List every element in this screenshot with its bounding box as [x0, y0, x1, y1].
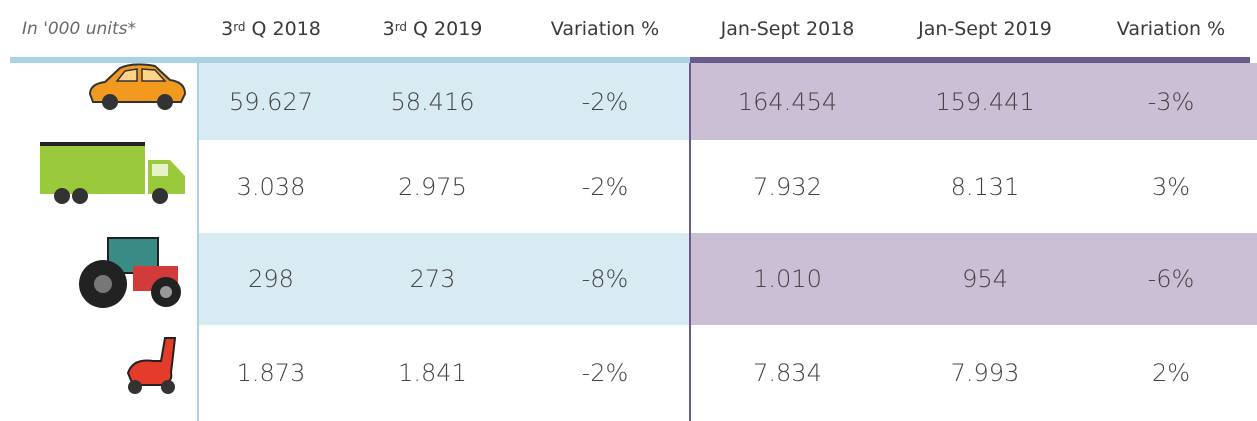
table-cell: 7.834: [753, 359, 822, 387]
table-cell: 3.038: [236, 172, 306, 201]
table-cell: -2%: [581, 87, 629, 116]
table-cell: 3%: [1151, 172, 1191, 201]
row-band-right: [690, 63, 1257, 140]
column-header: Jan-Sept 2019: [885, 0, 1085, 57]
header-text: Jan-Sept 2019: [918, 17, 1052, 40]
table-cell: 2%: [1151, 359, 1191, 387]
table-cell: 1.841: [398, 359, 467, 387]
table-cell: -2%: [581, 172, 629, 201]
table-cell: 1.873: [236, 359, 306, 387]
tractor-icon: [79, 237, 181, 308]
header-number: 3: [382, 17, 395, 40]
row-band-right: [690, 233, 1257, 325]
table-cell: 7.932: [753, 172, 822, 201]
table-cell: 8.131: [950, 172, 1020, 201]
divider-left: [197, 63, 199, 421]
header-number: 3: [221, 17, 234, 40]
table-cell: 273: [409, 265, 456, 293]
units-note: In '000 units*: [22, 18, 137, 39]
scooter-icon: [126, 337, 177, 394]
header-rule-right: [690, 57, 1250, 63]
table-cell: 7.993: [950, 359, 1020, 387]
column-header: Variation %: [1085, 0, 1257, 57]
table-cell: 164.454: [737, 87, 838, 116]
table-cell: -3%: [1147, 87, 1195, 116]
table-cell: 954: [962, 265, 1008, 293]
table-cell: 2.975: [398, 172, 467, 201]
table-cell: 59.627: [229, 87, 313, 116]
table-cell: -8%: [581, 265, 629, 293]
row-band-left: [197, 63, 690, 140]
table-cell: -2%: [581, 359, 629, 387]
table-cell: -6%: [1147, 265, 1195, 293]
header-text: Q 2019: [413, 17, 483, 40]
table-cell: 159.441: [935, 87, 1035, 116]
column-header: Jan-Sept 2018: [690, 0, 885, 57]
column-header: Variation %: [520, 0, 690, 57]
header-suffix: rd: [394, 19, 408, 34]
header-text: Jan-Sept 2018: [720, 17, 855, 40]
header-text: Variation %: [1116, 17, 1226, 40]
row-band-left: [197, 233, 690, 325]
header-rule-left: [10, 57, 690, 63]
table-cell: 298: [248, 265, 294, 293]
header-suffix: rd: [233, 19, 246, 34]
car-icon: [88, 63, 187, 110]
header-text: Variation %: [550, 17, 660, 40]
header-text: Q 2018: [251, 17, 321, 40]
table-cell: 58.416: [390, 87, 475, 116]
truck-icon: [40, 142, 185, 204]
divider-right: [689, 63, 691, 421]
table-cell: 1.010: [753, 265, 822, 293]
